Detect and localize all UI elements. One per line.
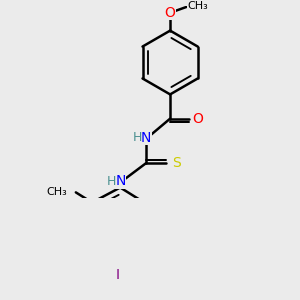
Text: CH₃: CH₃ xyxy=(46,188,67,197)
Text: S: S xyxy=(172,156,181,170)
Text: N: N xyxy=(115,174,126,188)
Text: CH₃: CH₃ xyxy=(188,2,208,11)
Text: N: N xyxy=(141,131,151,145)
Text: H: H xyxy=(107,175,116,188)
Text: O: O xyxy=(165,6,176,20)
Text: I: I xyxy=(116,268,119,283)
Text: O: O xyxy=(193,112,204,126)
Text: H: H xyxy=(132,131,142,144)
